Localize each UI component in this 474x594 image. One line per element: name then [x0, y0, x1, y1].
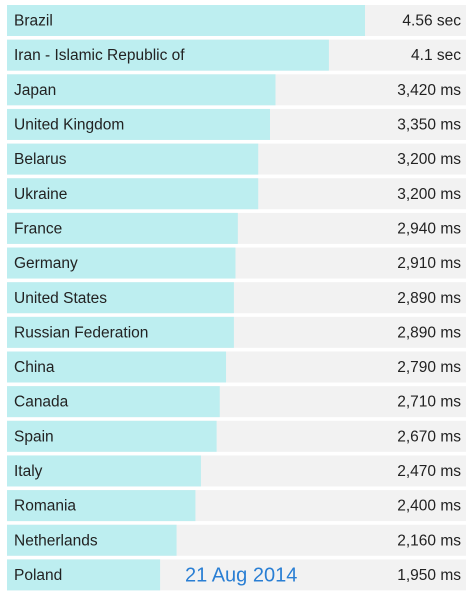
bar [7, 386, 220, 418]
value-label: 2,400 ms [397, 498, 461, 515]
bar [7, 108, 271, 140]
bar [7, 143, 259, 175]
value-label: 3,200 ms [397, 151, 461, 168]
category-label: France [14, 220, 62, 237]
value-label: 2,670 ms [397, 428, 461, 445]
value-label: 1,950 ms [397, 567, 461, 584]
bar [7, 5, 365, 36]
category-label: Poland [14, 567, 62, 584]
category-label: Spain [14, 428, 54, 445]
category-label: United Kingdom [14, 117, 124, 134]
bar [7, 39, 329, 71]
bar [7, 74, 276, 106]
category-label: Romania [14, 498, 76, 515]
bar [7, 247, 236, 279]
category-label: Brazil [14, 13, 53, 30]
value-label: 2,890 ms [397, 290, 461, 307]
value-label: 2,160 ms [397, 532, 461, 549]
bar [7, 524, 177, 556]
value-label: 4.1 sec [411, 47, 461, 64]
category-label: Iran - Islamic Republic of [14, 47, 185, 64]
category-label: China [14, 359, 55, 376]
category-label: Japan [14, 82, 56, 99]
bar [7, 490, 196, 522]
category-label: United States [14, 290, 107, 307]
bar [7, 178, 259, 210]
value-label: 3,350 ms [397, 117, 461, 134]
category-label: Netherlands [14, 532, 98, 549]
bar [7, 455, 201, 487]
category-label: Canada [14, 394, 69, 411]
category-label: Belarus [14, 151, 67, 168]
value-label: 2,890 ms [397, 324, 461, 341]
category-label: Germany [14, 255, 78, 272]
category-label: Italy [14, 463, 43, 480]
bar [7, 212, 238, 244]
category-label: Russian Federation [14, 324, 148, 341]
value-label: 3,420 ms [397, 82, 461, 99]
bar [7, 282, 234, 314]
bar [7, 559, 161, 591]
value-label: 2,470 ms [397, 463, 461, 480]
value-label: 2,790 ms [397, 359, 461, 376]
bar [7, 316, 234, 348]
value-label: 4.56 sec [402, 13, 461, 30]
rows: Brazil 4.56 sec Iran - Islamic Republic of… [7, 5, 466, 591]
value-label: 2,710 ms [397, 394, 461, 411]
bar [7, 420, 217, 452]
value-label: 2,910 ms [397, 255, 461, 272]
annotation: 21 Aug 2014 [185, 564, 297, 586]
category-label: Ukraine [14, 186, 67, 203]
value-label: 3,200 ms [397, 186, 461, 203]
bar [7, 351, 227, 383]
value-label: 2,940 ms [397, 220, 461, 237]
